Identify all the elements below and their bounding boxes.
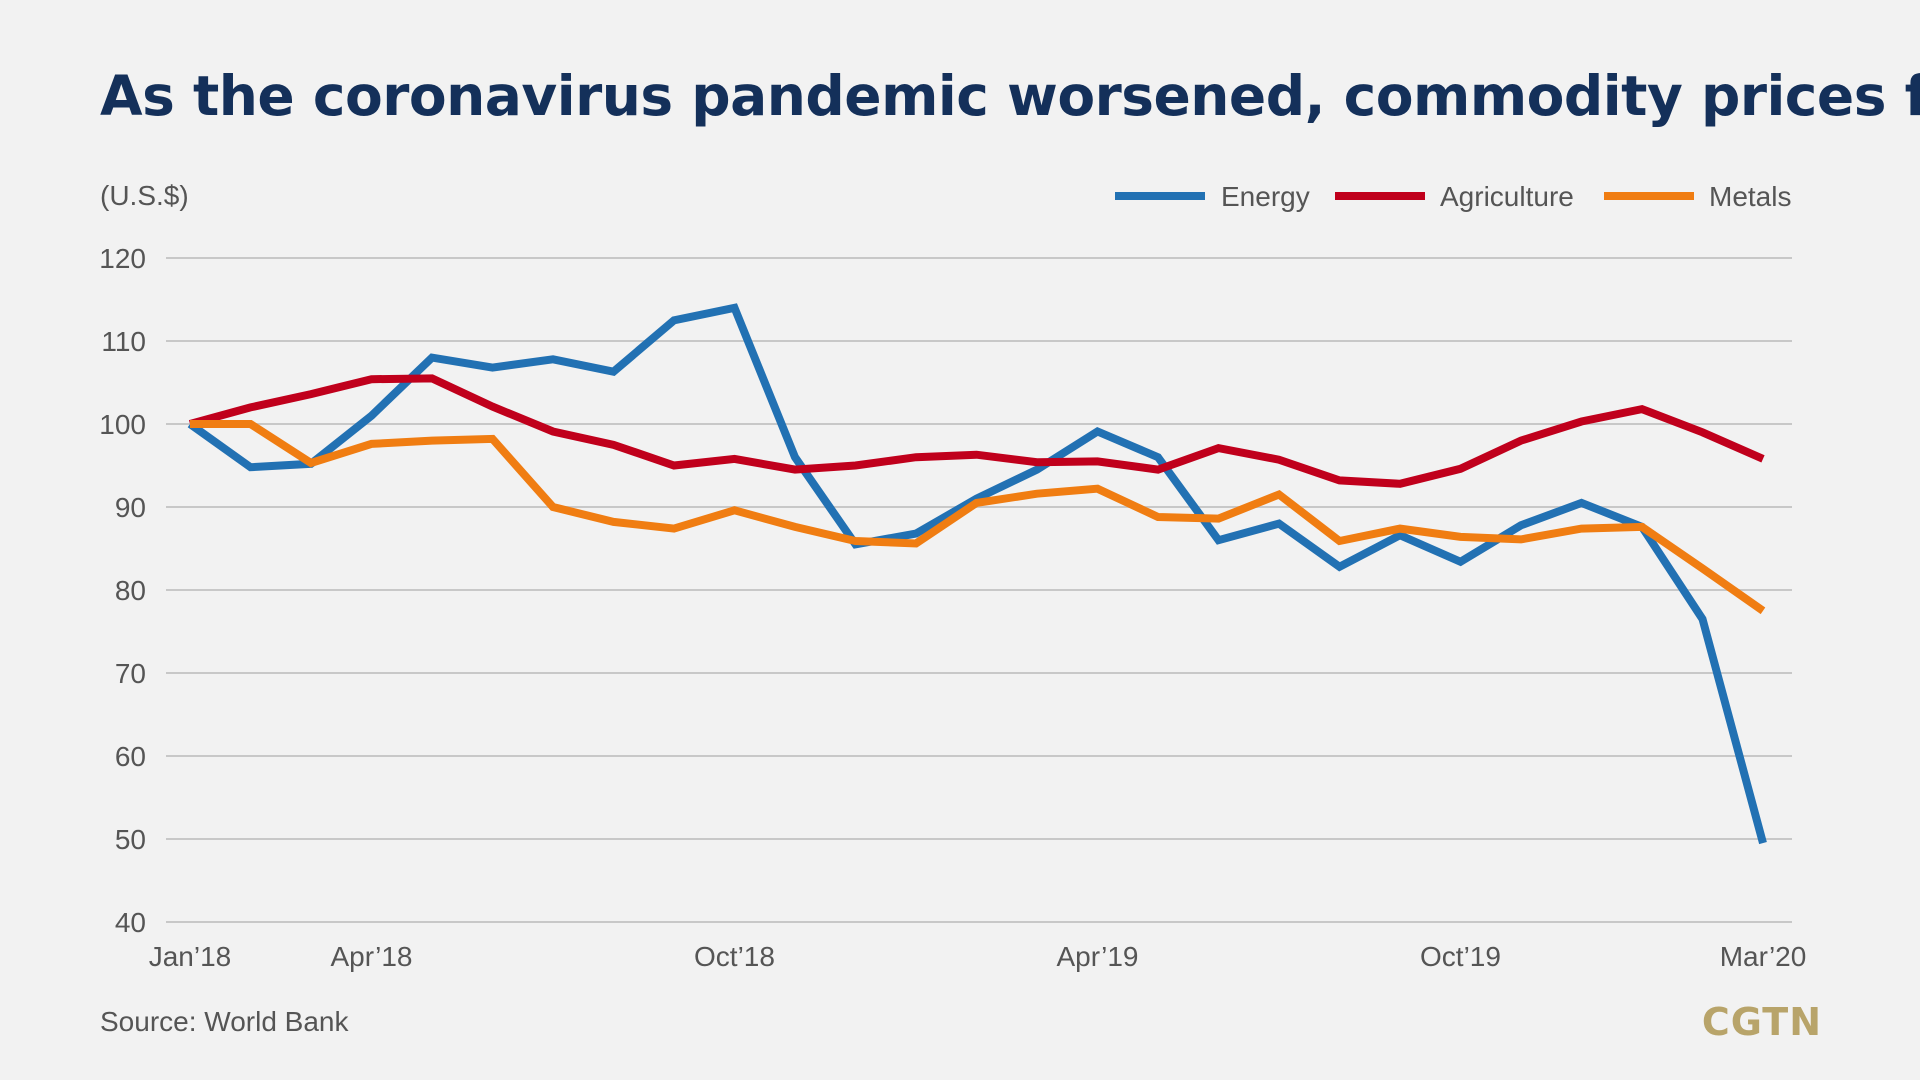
y-axis-ticks: 40 50 60 70 80 90 100 110 120 [99, 243, 146, 938]
x-tick-label: Apr’19 [1057, 941, 1139, 972]
cgtn-logo: CGTN [1701, 1000, 1822, 1044]
x-tick-label: Apr’18 [331, 941, 413, 972]
legend: Energy Agriculture Metals [1115, 181, 1791, 212]
legend-label-metals: Metals [1709, 181, 1791, 212]
series-lines [187, 303, 1767, 845]
chart-title: As the coronavirus pandemic worsened, co… [100, 64, 1920, 128]
series-line-metals [190, 420, 1766, 615]
y-tick-label: 120 [99, 243, 146, 274]
series-line-agriculture [188, 374, 1765, 488]
y-tick-label: 100 [99, 409, 146, 440]
x-axis-ticks: Jan’18 Apr’18 Oct’18 Apr’19 Oct’19 Mar’20 [149, 941, 1807, 972]
y-tick-label: 80 [115, 575, 146, 606]
y-tick-label: 70 [115, 658, 146, 689]
x-tick-label: Mar’20 [1720, 941, 1807, 972]
y-tick-label: 90 [115, 492, 146, 523]
legend-label-energy: Energy [1221, 181, 1310, 212]
y-tick-label: 60 [115, 741, 146, 772]
gridlines [166, 257, 1792, 923]
series-line-energy [187, 303, 1767, 845]
x-tick-label: Oct’18 [694, 941, 775, 972]
x-tick-label: Oct’19 [1420, 941, 1501, 972]
legend-label-agriculture: Agriculture [1440, 181, 1574, 212]
y-tick-label: 40 [115, 907, 146, 938]
y-axis-label: (U.S.$) [100, 180, 189, 211]
x-tick-label: Jan’18 [149, 941, 232, 972]
source-note: Source: World Bank [100, 1006, 349, 1037]
y-tick-label: 50 [115, 824, 146, 855]
y-tick-label: 110 [101, 326, 146, 357]
